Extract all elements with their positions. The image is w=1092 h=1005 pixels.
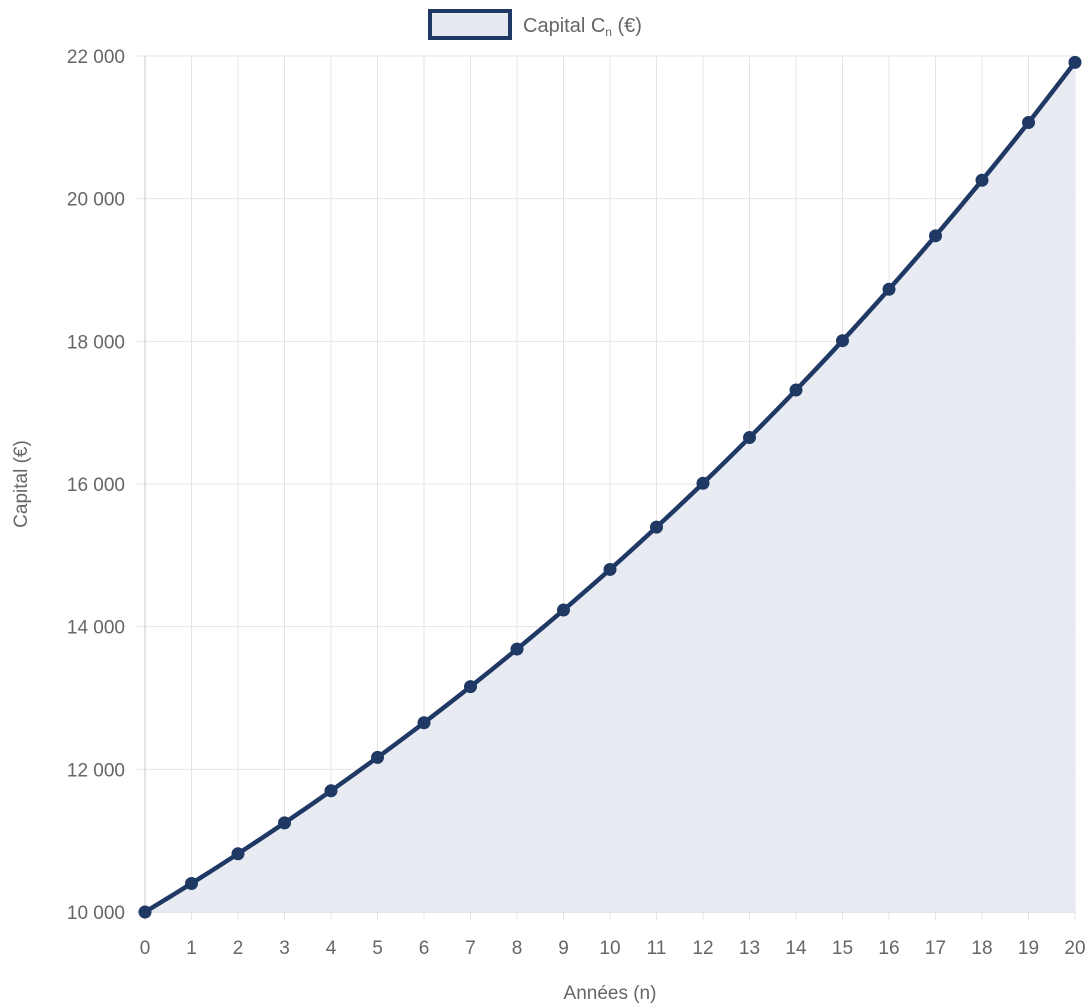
x-tick-label: 9	[558, 938, 569, 959]
data-point[interactable]	[417, 716, 431, 730]
area-fill-layer	[145, 62, 1075, 912]
legend-label-subscript: n	[605, 25, 612, 39]
y-tick-label: 18 000	[67, 332, 125, 353]
tick-labels-layer: 10 000 12 000 14 000 16 000 18 000 20 000 22 0…	[67, 47, 1086, 959]
x-tick-label: 6	[419, 938, 430, 959]
y-tick-label: 14 000	[67, 618, 125, 639]
legend-label-suffix: (€)	[612, 15, 642, 37]
x-tick-label: 5	[372, 938, 383, 959]
x-tick-label: 16	[878, 938, 899, 959]
x-tick-label: 4	[326, 938, 337, 959]
area-fill	[145, 62, 1075, 912]
data-point[interactable]	[650, 520, 663, 534]
data-point[interactable]	[557, 603, 570, 617]
y-axis-title: Capital (€)	[11, 440, 32, 528]
data-point[interactable]	[324, 784, 338, 798]
x-tick-label: 20	[1064, 938, 1085, 959]
y-tick-label: 12 000	[67, 760, 125, 781]
data-point[interactable]	[371, 750, 384, 764]
x-tick-label: 11	[647, 938, 667, 959]
y-tick-label: 10 000	[67, 903, 125, 924]
x-tick-label: 10	[599, 938, 620, 959]
x-tick-label: 2	[233, 938, 244, 959]
y-tick-label: 22 000	[67, 47, 125, 68]
data-point[interactable]	[138, 905, 152, 919]
data-point[interactable]	[696, 476, 710, 490]
x-tick-label: 15	[832, 938, 853, 959]
data-point[interactable]	[789, 383, 803, 397]
data-point[interactable]	[510, 642, 524, 656]
x-axis-title: Années (n)	[564, 983, 657, 1004]
data-point[interactable]	[929, 229, 942, 243]
data-point[interactable]	[231, 847, 245, 861]
data-point[interactable]	[743, 431, 756, 445]
data-point[interactable]	[603, 562, 617, 576]
data-point[interactable]	[1068, 55, 1082, 69]
x-tick-label: 7	[465, 938, 476, 959]
x-tick-label: 8	[512, 938, 523, 959]
legend-swatch[interactable]	[428, 9, 512, 40]
x-tick-label: 0	[140, 938, 151, 959]
x-tick-label: 12	[692, 938, 713, 959]
x-tick-label: 19	[1018, 938, 1039, 959]
data-point[interactable]	[882, 282, 896, 296]
legend-label[interactable]: Capital Cn (€)	[523, 15, 642, 39]
data-point[interactable]	[836, 334, 849, 348]
data-point[interactable]	[464, 680, 477, 694]
x-tick-label: 18	[971, 938, 992, 959]
x-tick-label: 13	[739, 938, 760, 959]
legend[interactable]: Capital Cn (€)	[428, 9, 642, 40]
x-tick-label: 14	[785, 938, 807, 959]
x-tick-label: 3	[279, 938, 290, 959]
data-point[interactable]	[1022, 115, 1035, 129]
data-point[interactable]	[185, 876, 198, 890]
data-point[interactable]	[278, 816, 291, 830]
y-tick-label: 16 000	[67, 475, 125, 496]
x-tick-label: 17	[925, 938, 946, 959]
legend-label-main: Capital C	[523, 15, 605, 37]
y-tick-label: 20 000	[67, 190, 125, 211]
data-points-layer	[138, 55, 1082, 919]
x-tick-label: 1	[186, 938, 197, 959]
data-point[interactable]	[975, 173, 989, 187]
